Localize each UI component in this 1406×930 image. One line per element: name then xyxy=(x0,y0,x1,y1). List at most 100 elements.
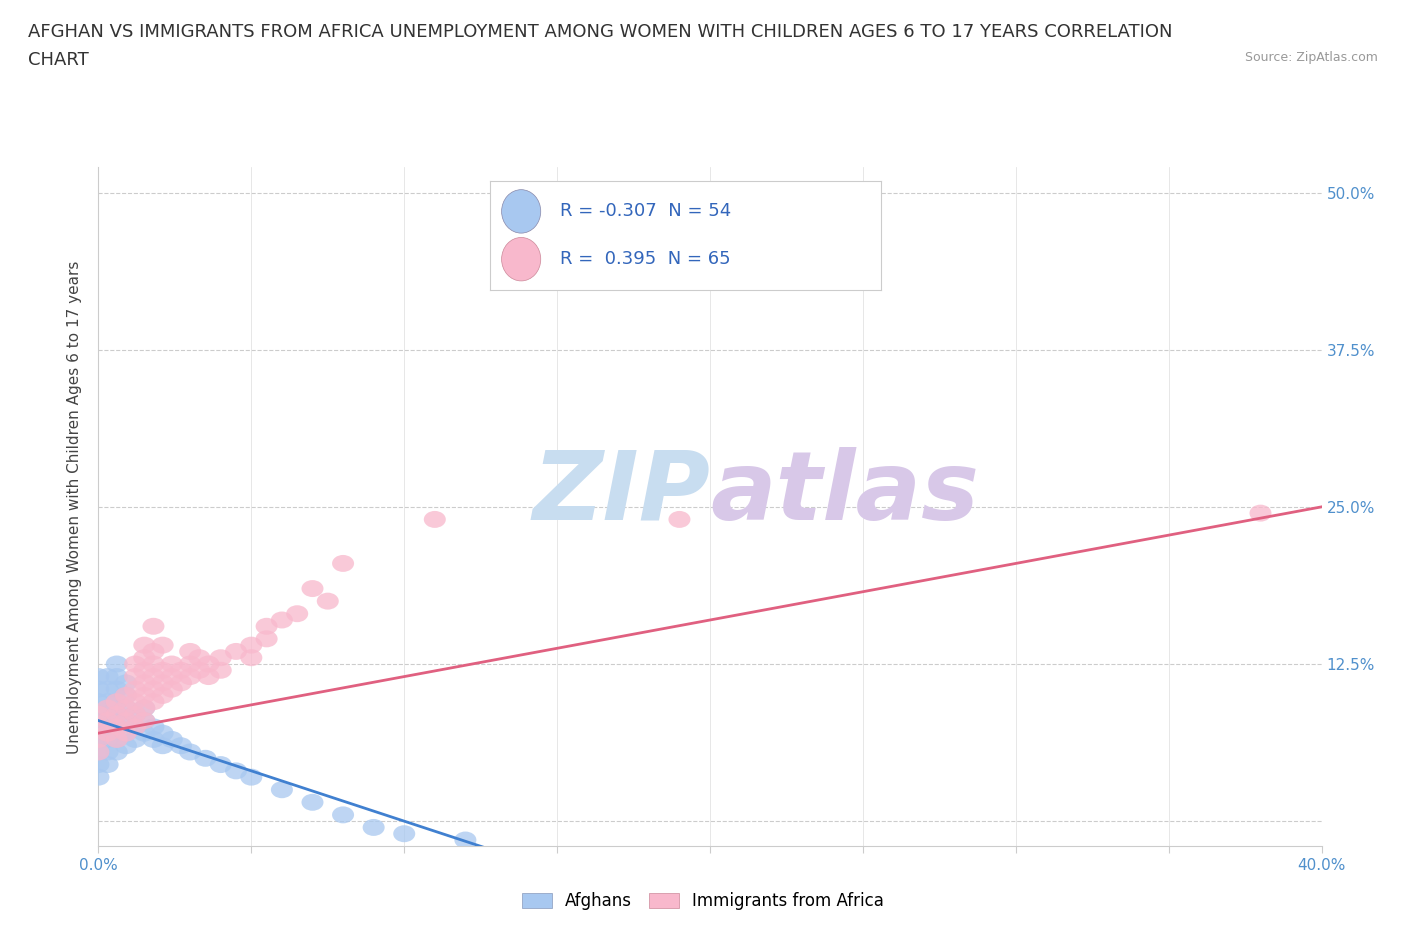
Ellipse shape xyxy=(105,743,128,761)
Ellipse shape xyxy=(240,637,263,654)
Ellipse shape xyxy=(124,693,146,711)
Ellipse shape xyxy=(87,693,110,711)
Ellipse shape xyxy=(105,718,128,736)
Ellipse shape xyxy=(87,756,110,773)
Ellipse shape xyxy=(87,706,110,723)
Ellipse shape xyxy=(152,674,174,691)
Ellipse shape xyxy=(240,649,263,666)
Ellipse shape xyxy=(142,643,165,660)
Ellipse shape xyxy=(134,724,155,741)
Ellipse shape xyxy=(134,637,155,654)
Ellipse shape xyxy=(87,743,110,761)
Ellipse shape xyxy=(124,668,146,685)
Text: AFGHAN VS IMMIGRANTS FROM AFRICA UNEMPLOYMENT AMONG WOMEN WITH CHILDREN AGES 6 T: AFGHAN VS IMMIGRANTS FROM AFRICA UNEMPLO… xyxy=(28,23,1173,41)
Ellipse shape xyxy=(516,247,537,264)
Ellipse shape xyxy=(197,668,219,685)
Ellipse shape xyxy=(87,668,110,685)
Ellipse shape xyxy=(142,618,165,635)
Ellipse shape xyxy=(105,668,128,685)
Ellipse shape xyxy=(160,731,183,748)
Ellipse shape xyxy=(332,806,354,823)
Ellipse shape xyxy=(97,743,118,761)
Ellipse shape xyxy=(225,643,247,660)
Ellipse shape xyxy=(287,605,308,622)
Ellipse shape xyxy=(97,668,118,685)
Ellipse shape xyxy=(115,712,136,729)
Ellipse shape xyxy=(97,681,118,698)
Ellipse shape xyxy=(197,656,219,672)
Ellipse shape xyxy=(152,662,174,679)
Ellipse shape xyxy=(134,687,155,704)
Text: Source: ZipAtlas.com: Source: ZipAtlas.com xyxy=(1244,51,1378,64)
Ellipse shape xyxy=(142,681,165,698)
Ellipse shape xyxy=(97,693,118,711)
Ellipse shape xyxy=(142,668,165,685)
Ellipse shape xyxy=(124,656,146,672)
Ellipse shape xyxy=(124,731,146,748)
Ellipse shape xyxy=(105,731,128,748)
Ellipse shape xyxy=(87,718,110,736)
Ellipse shape xyxy=(87,769,110,786)
Ellipse shape xyxy=(179,743,201,761)
Ellipse shape xyxy=(105,693,128,711)
Ellipse shape xyxy=(97,731,118,748)
Ellipse shape xyxy=(105,731,128,748)
Ellipse shape xyxy=(124,681,146,698)
Ellipse shape xyxy=(97,699,118,716)
Ellipse shape xyxy=(105,706,128,723)
Ellipse shape xyxy=(87,681,110,698)
Ellipse shape xyxy=(170,674,193,691)
Ellipse shape xyxy=(115,699,136,716)
Ellipse shape xyxy=(160,668,183,685)
Ellipse shape xyxy=(152,637,174,654)
Ellipse shape xyxy=(134,649,155,666)
Ellipse shape xyxy=(87,731,110,748)
Ellipse shape xyxy=(134,699,155,716)
Ellipse shape xyxy=(179,656,201,672)
Ellipse shape xyxy=(115,737,136,754)
Ellipse shape xyxy=(240,769,263,786)
Ellipse shape xyxy=(271,781,292,798)
Ellipse shape xyxy=(152,687,174,704)
Ellipse shape xyxy=(394,825,415,843)
Ellipse shape xyxy=(87,743,110,761)
Y-axis label: Unemployment Among Women with Children Ages 6 to 17 years: Unemployment Among Women with Children A… xyxy=(67,260,83,753)
Text: ZIP: ZIP xyxy=(531,446,710,539)
Ellipse shape xyxy=(97,724,118,741)
Ellipse shape xyxy=(188,662,211,679)
Ellipse shape xyxy=(256,631,277,647)
Ellipse shape xyxy=(115,724,136,741)
Ellipse shape xyxy=(209,756,232,773)
Ellipse shape xyxy=(194,750,217,766)
Ellipse shape xyxy=(271,612,292,629)
Ellipse shape xyxy=(142,656,165,672)
Ellipse shape xyxy=(134,674,155,691)
Ellipse shape xyxy=(1250,505,1271,522)
Ellipse shape xyxy=(179,643,201,660)
Ellipse shape xyxy=(87,731,110,748)
Ellipse shape xyxy=(209,649,232,666)
Ellipse shape xyxy=(152,724,174,741)
Ellipse shape xyxy=(142,693,165,711)
Ellipse shape xyxy=(115,687,136,704)
Ellipse shape xyxy=(87,706,110,723)
Legend: Afghans, Immigrants from Africa: Afghans, Immigrants from Africa xyxy=(515,885,891,917)
Ellipse shape xyxy=(332,555,354,572)
Ellipse shape xyxy=(134,712,155,729)
Ellipse shape xyxy=(142,718,165,736)
Ellipse shape xyxy=(225,763,247,779)
Ellipse shape xyxy=(105,693,128,711)
Ellipse shape xyxy=(301,580,323,597)
Ellipse shape xyxy=(152,737,174,754)
Ellipse shape xyxy=(105,681,128,698)
Ellipse shape xyxy=(87,718,110,736)
Ellipse shape xyxy=(105,656,128,672)
Ellipse shape xyxy=(115,687,136,704)
Ellipse shape xyxy=(134,699,155,716)
Ellipse shape xyxy=(124,706,146,723)
Ellipse shape xyxy=(179,668,201,685)
Ellipse shape xyxy=(124,706,146,723)
Text: CHART: CHART xyxy=(28,51,89,69)
Ellipse shape xyxy=(97,756,118,773)
Ellipse shape xyxy=(160,681,183,698)
